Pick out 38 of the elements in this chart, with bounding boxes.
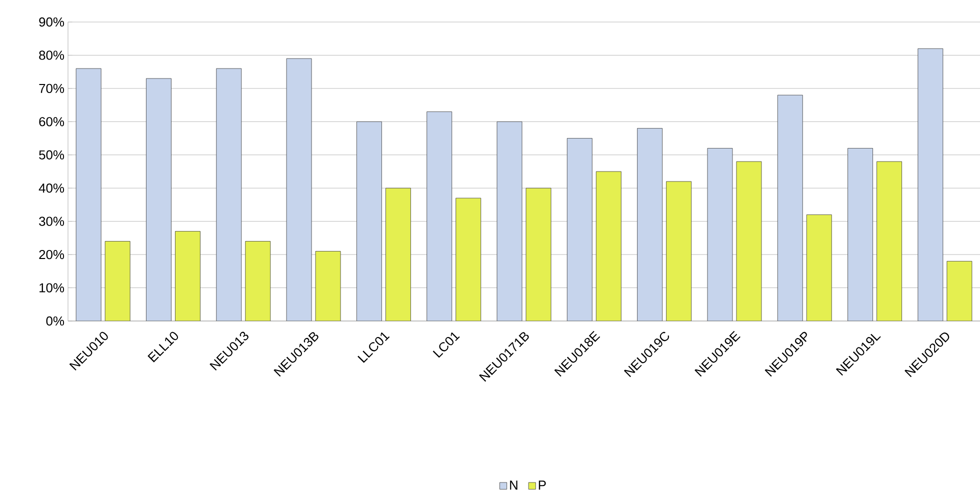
bar (777, 94, 803, 321)
bar (104, 241, 130, 321)
y-tick-label: 60% (39, 117, 64, 126)
y-tick-label: 30% (39, 216, 64, 226)
bar (918, 48, 944, 321)
bar (356, 121, 382, 321)
bar (315, 251, 341, 321)
bar (848, 148, 873, 321)
bar (385, 188, 411, 321)
bar (175, 231, 200, 321)
y-tick-label: 20% (39, 250, 64, 260)
bar (216, 68, 242, 321)
bar (707, 148, 733, 321)
y-tick-label: 90% (39, 17, 64, 27)
bar (245, 241, 271, 321)
y-tick-label: 0% (46, 316, 64, 326)
bar (76, 68, 102, 321)
bar (876, 161, 902, 321)
y-tick-label: 70% (39, 84, 64, 94)
bar (286, 58, 312, 321)
bar (426, 112, 452, 321)
bar (596, 171, 622, 321)
y-tick-label: 40% (38, 184, 64, 193)
bar (526, 188, 552, 321)
bar (946, 261, 972, 321)
bar (146, 78, 172, 321)
bar (806, 214, 832, 321)
bar (456, 198, 482, 321)
bar (496, 121, 522, 321)
bar (566, 138, 592, 321)
y-tick-label: 10% (40, 283, 64, 292)
y-tick-label: 50% (39, 150, 64, 160)
y-tick-label: 80% (39, 50, 64, 60)
bar (736, 161, 762, 321)
legend-label: P (538, 480, 546, 490)
legend-label: N (510, 480, 518, 490)
bar (637, 128, 663, 321)
bar (666, 181, 692, 321)
